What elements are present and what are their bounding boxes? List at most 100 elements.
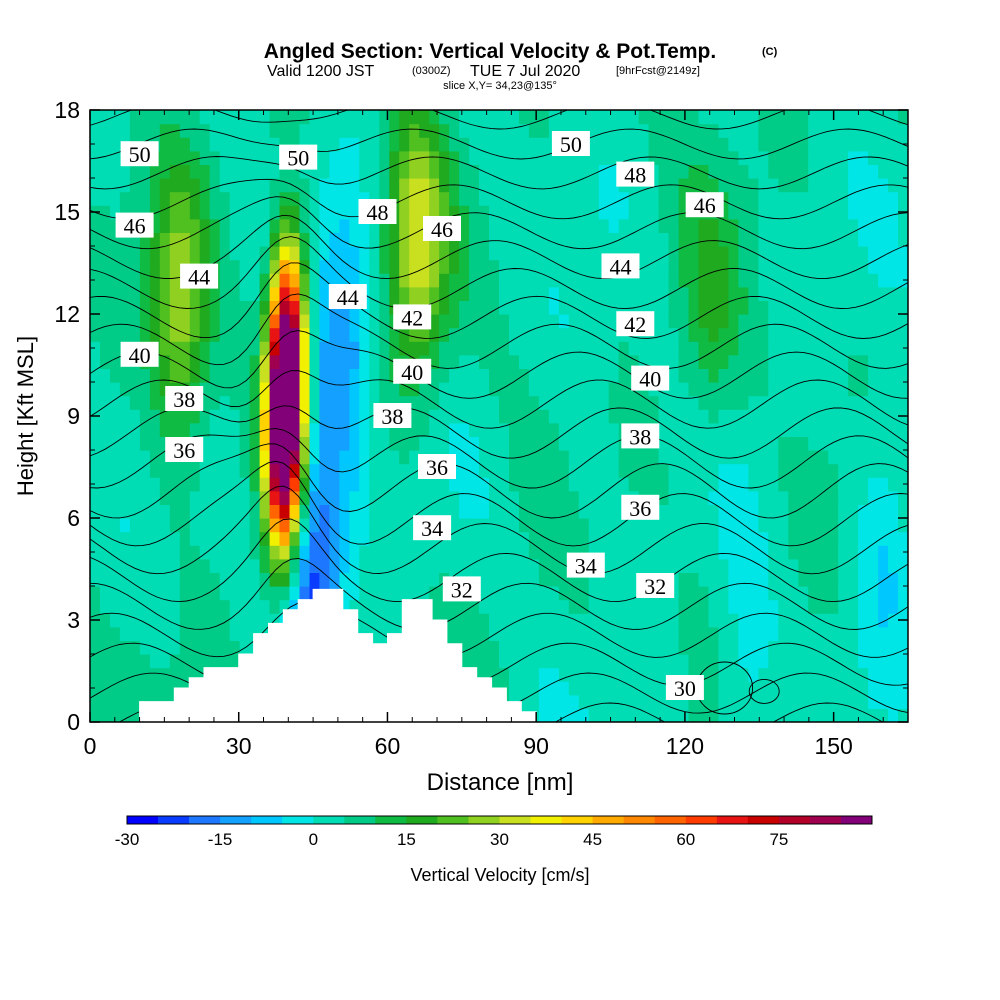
velocity-cell: [319, 463, 330, 478]
velocity-cell: [768, 545, 779, 560]
velocity-cell: [249, 150, 261, 165]
velocity-cell: [818, 110, 829, 125]
velocity-cell: [129, 694, 141, 709]
velocity-cell: [588, 137, 600, 152]
contour-label-box: [393, 358, 432, 384]
velocity-cell: [858, 273, 869, 288]
velocity-cell: [728, 450, 739, 465]
velocity-cell: [568, 531, 580, 546]
velocity-cell: [479, 300, 490, 315]
velocity-cell: [818, 599, 829, 614]
velocity-cell: [299, 382, 311, 397]
velocity-cell: [558, 558, 570, 573]
velocity-cell: [100, 681, 111, 696]
velocity-cell: [499, 599, 510, 614]
velocity-cell: [279, 164, 291, 179]
velocity-cell: [399, 545, 410, 560]
velocity-cell: [219, 300, 231, 315]
velocity-cell: [598, 463, 610, 478]
velocity-cell: [110, 490, 121, 505]
velocity-cell: [509, 572, 520, 587]
velocity-cell: [658, 531, 670, 546]
velocity-cell: [179, 286, 191, 301]
velocity-cell: [319, 395, 330, 410]
velocity-cell: [209, 110, 221, 125]
velocity-cell: [798, 246, 809, 261]
velocity-cell: [269, 395, 281, 410]
velocity-cell: [100, 640, 111, 655]
velocity-cell: [309, 232, 321, 247]
velocity-cell: [538, 422, 550, 437]
velocity-cell: [728, 205, 739, 220]
velocity-cell: [608, 708, 620, 722]
velocity-cell: [409, 164, 420, 179]
velocity-cell: [788, 327, 799, 342]
velocity-cell: [668, 341, 680, 356]
velocity-cell: [898, 327, 908, 342]
velocity-cell: [100, 341, 111, 356]
velocity-cell: [139, 531, 151, 546]
velocity-cell: [219, 150, 231, 165]
velocity-cell: [638, 694, 650, 709]
velocity-cell: [668, 518, 680, 533]
velocity-cell: [548, 341, 560, 356]
velocity-cell: [538, 558, 550, 573]
velocity-cell: [838, 150, 849, 165]
velocity-cell: [598, 572, 610, 587]
velocity-cell: [229, 504, 241, 519]
velocity-cell: [489, 191, 500, 206]
velocity-cell: [878, 599, 889, 614]
velocity-cell: [688, 327, 700, 342]
contour-label-box: [601, 253, 640, 279]
velocity-cell: [788, 436, 799, 451]
velocity-cell: [618, 572, 630, 587]
velocity-cell: [449, 273, 460, 288]
velocity-cell: [199, 654, 211, 669]
velocity-cell: [798, 545, 809, 560]
velocity-cell: [279, 232, 291, 247]
velocity-cell: [199, 450, 211, 465]
velocity-cell: [289, 463, 301, 478]
velocity-cell: [289, 422, 301, 437]
velocity-cell: [319, 572, 330, 587]
velocity-cell: [519, 218, 530, 233]
velocity-cell: [548, 150, 560, 165]
velocity-cell: [708, 463, 720, 478]
velocity-cell: [838, 667, 849, 682]
velocity-cell: [748, 518, 759, 533]
velocity-cell: [818, 409, 829, 424]
velocity-cell: [229, 654, 241, 669]
velocity-cell: [878, 654, 889, 669]
velocity-cell: [748, 626, 759, 641]
velocity-cell: [818, 327, 829, 342]
velocity-cell: [509, 341, 520, 356]
velocity-cell: [199, 395, 211, 410]
velocity-cell: [658, 123, 670, 138]
velocity-cell: [439, 354, 450, 369]
velocity-cell: [509, 586, 520, 601]
velocity-cell: [638, 205, 650, 220]
velocity-cell: [459, 300, 470, 315]
velocity-cell: [489, 654, 500, 669]
velocity-cell: [369, 341, 380, 356]
velocity-cell: [738, 341, 749, 356]
velocity-cell: [229, 314, 241, 329]
velocity-cell: [249, 286, 261, 301]
contour-label: 30: [665, 675, 704, 701]
velocity-cell: [259, 518, 271, 533]
velocity-cell: [269, 599, 281, 614]
velocity-cell: [708, 531, 720, 546]
velocity-cell: [100, 191, 111, 206]
velocity-cell: [628, 572, 640, 587]
velocity-cell: [748, 640, 759, 655]
velocity-cell: [469, 531, 480, 546]
velocity-cell: [339, 178, 350, 193]
contour-label-box: [413, 515, 452, 541]
contour-label: 50: [279, 144, 318, 171]
velocity-cell: [339, 409, 350, 424]
velocity-cell: [568, 259, 580, 274]
velocity-cell: [748, 558, 759, 573]
velocity-cell: [608, 232, 620, 247]
velocity-cell: [359, 504, 370, 519]
velocity-cell: [788, 531, 799, 546]
